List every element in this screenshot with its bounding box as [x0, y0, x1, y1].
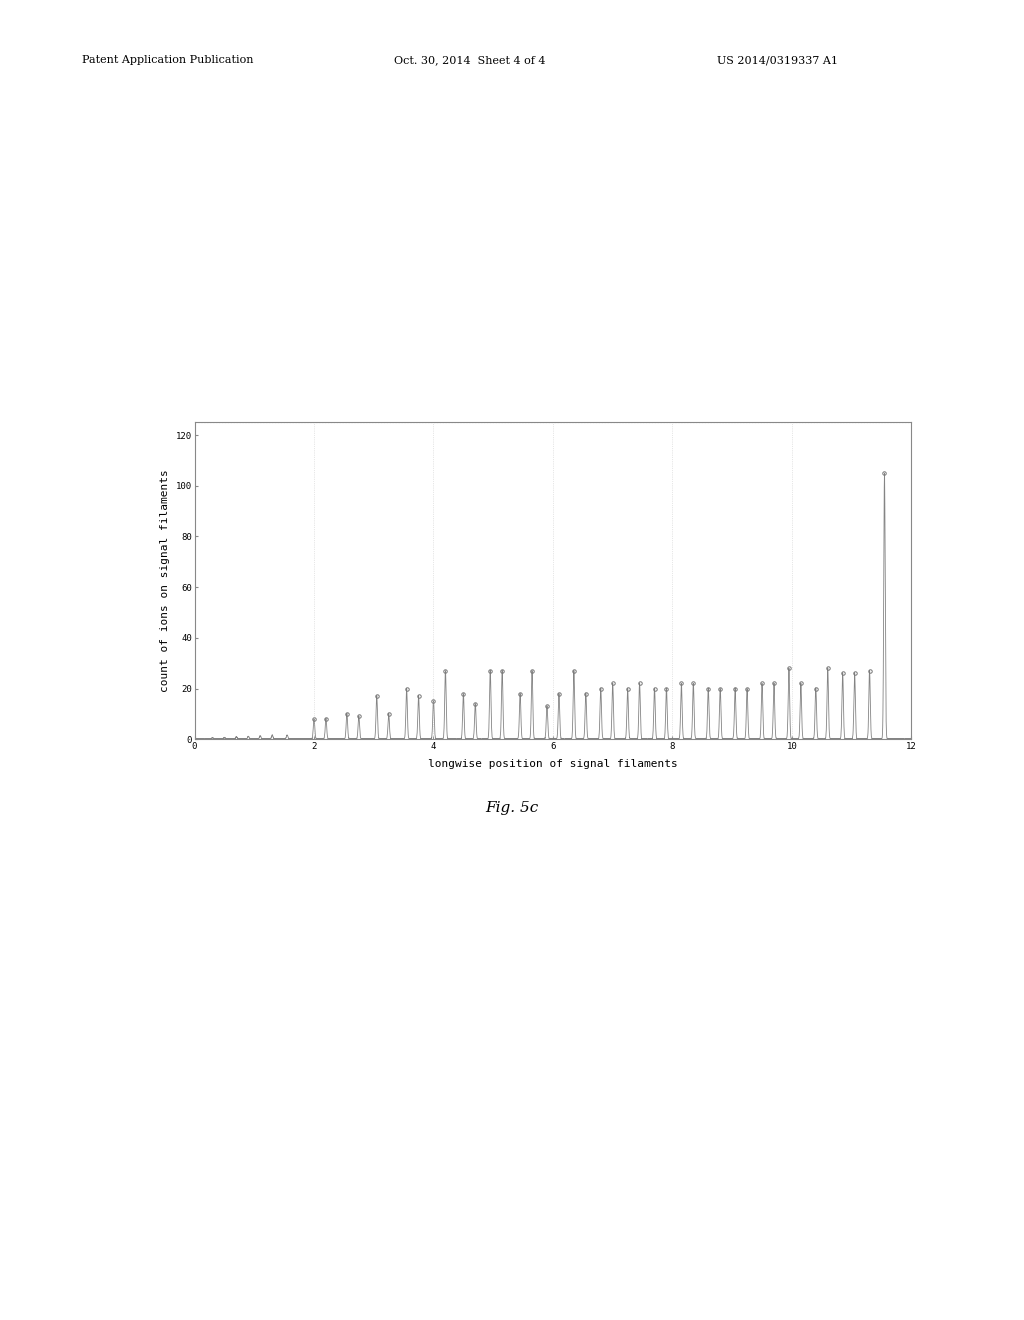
Text: Oct. 30, 2014  Sheet 4 of 4: Oct. 30, 2014 Sheet 4 of 4: [394, 55, 546, 66]
Text: US 2014/0319337 A1: US 2014/0319337 A1: [717, 55, 838, 66]
Text: Fig. 5c: Fig. 5c: [485, 801, 539, 814]
Text: Patent Application Publication: Patent Application Publication: [82, 55, 253, 66]
Y-axis label: count of ions on signal filaments: count of ions on signal filaments: [160, 470, 170, 692]
X-axis label: longwise position of signal filaments: longwise position of signal filaments: [428, 759, 678, 770]
